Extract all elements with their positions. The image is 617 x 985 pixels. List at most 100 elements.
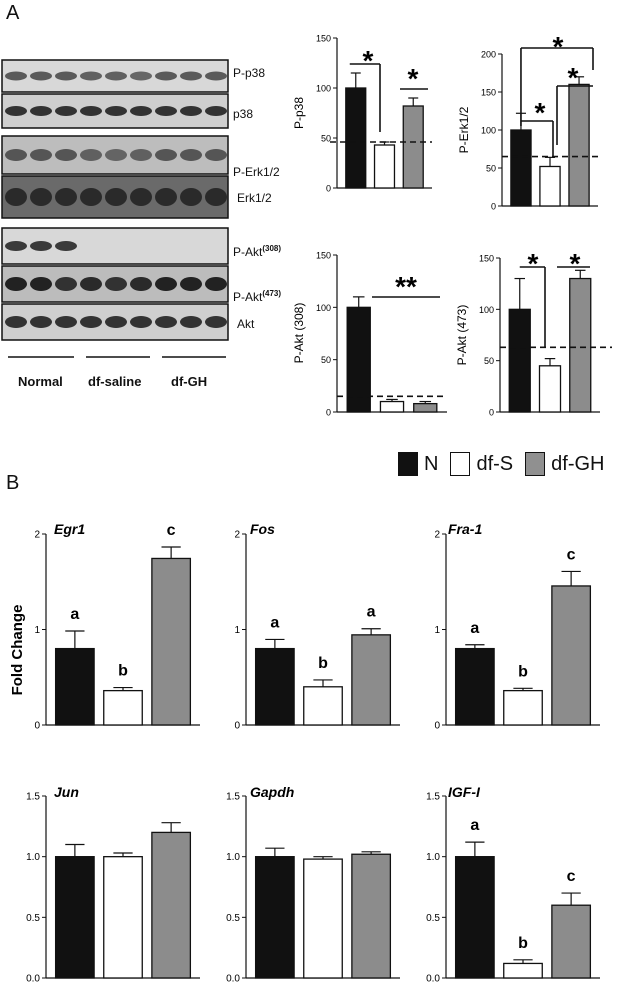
blot-band (205, 188, 227, 206)
tick-label: 1 (234, 625, 240, 636)
significance-letter: b (518, 935, 528, 952)
bar (54, 647, 95, 726)
tick-label: 0 (491, 202, 496, 212)
significance-star: ** (395, 271, 417, 302)
significance-star: * (408, 63, 419, 94)
blot-band (5, 316, 27, 328)
blot-band (105, 149, 127, 161)
bar (402, 105, 424, 189)
western-blot-image (1, 59, 229, 358)
significance-letter: b (518, 663, 528, 680)
chart-akt473: 0 50 100 150 P-Akt (473) * * (455, 248, 612, 418)
chart-p38: 0 50 100 150 P-p38 * * (292, 34, 432, 194)
legend-item-n: N (398, 452, 438, 476)
blot-band (5, 71, 27, 81)
legend-swatch-n (398, 452, 418, 476)
tick-label: 0.0 (226, 974, 240, 985)
tick-label: 1.5 (26, 792, 40, 803)
blot-label-akt: Akt (237, 317, 255, 331)
bar (54, 856, 95, 979)
blot-band (55, 149, 77, 161)
chart-title: Gapdh (250, 784, 294, 800)
blot-band (80, 277, 102, 291)
blot-label-p-p38: P-p38 (233, 66, 266, 80)
tick-label: 150 (316, 34, 331, 44)
bar (345, 87, 367, 189)
blot-band (5, 188, 27, 206)
y-axis-label: P-Akt (473) (455, 305, 469, 366)
legend-label-df-gh: df-GH (551, 452, 605, 475)
blot-band (5, 241, 27, 251)
significance-letter: c (567, 546, 576, 563)
significance-letter: a (470, 817, 479, 834)
blot-band (5, 106, 27, 116)
tick-label: 0 (326, 184, 331, 194)
blot-band (155, 277, 177, 291)
chart-gapdh: 0.0 0.5 1.0 1.5 Gapdh (226, 784, 400, 985)
legend-swatch-df-gh (525, 452, 546, 476)
tick-label: 0 (489, 408, 494, 418)
significance-letter: b (118, 663, 128, 680)
blot-band (55, 106, 77, 116)
blot-band (180, 188, 202, 206)
bar (351, 853, 392, 979)
blot-band (155, 149, 177, 161)
significance-letter: a (270, 614, 279, 631)
tick-label: 1.0 (426, 852, 440, 863)
blot-band (55, 241, 77, 251)
blot-band (155, 188, 177, 206)
bar (454, 856, 495, 979)
significance-letter: a (70, 606, 79, 623)
blot-band (180, 106, 202, 116)
blot-band (205, 277, 227, 291)
blot-band (55, 316, 77, 328)
bar (551, 585, 592, 726)
blot-band (180, 71, 202, 81)
legend-item-df-s: df-S (450, 452, 513, 476)
blot-band (105, 71, 127, 81)
blot-band (205, 316, 227, 328)
blot-band (155, 71, 177, 81)
tick-label: 100 (316, 303, 331, 313)
blot-band (180, 277, 202, 291)
tick-label: 200 (481, 50, 496, 60)
panel-letter-a: A (6, 2, 20, 24)
blot-band (30, 188, 52, 206)
y-axis-label: Fold Change (9, 605, 26, 696)
chart-title: Egr1 (54, 521, 85, 537)
blot-band (130, 188, 152, 206)
bar (413, 402, 438, 413)
y-axis-label: P-Erk1/2 (457, 106, 471, 153)
blot-band (30, 316, 52, 328)
chart-fra1: 0 1 2 a b c Fra-1 (434, 521, 600, 732)
blot-band (205, 106, 227, 116)
group-label-normal: Normal (18, 374, 63, 389)
tick-label: 150 (481, 88, 496, 98)
legend-item-df-gh: df-GH (525, 452, 604, 476)
blot-band (130, 316, 152, 328)
significance-letter: c (167, 522, 176, 539)
blot-label-erk: Erk1/2 (237, 191, 272, 205)
tick-label: 0.5 (26, 913, 40, 924)
blot-band (55, 71, 77, 81)
bar (503, 689, 543, 726)
blot-band (30, 149, 52, 161)
tick-label: 0.0 (26, 974, 40, 985)
bar (538, 365, 562, 413)
blot-band (105, 277, 127, 291)
bar (568, 83, 590, 207)
group-label-df-gh: df-GH (171, 374, 208, 389)
blot-band (155, 316, 177, 328)
bar (379, 400, 405, 413)
blot-band (155, 106, 177, 116)
blot-band (130, 277, 152, 291)
blot-band (80, 188, 102, 206)
tick-label: 0 (326, 408, 331, 418)
blot-band (205, 71, 227, 81)
blot-band (80, 106, 102, 116)
chart-jun: 0.0 0.5 1.0 1.5 Jun (26, 784, 200, 985)
blot-band (80, 149, 102, 161)
tick-label: 100 (479, 305, 494, 315)
